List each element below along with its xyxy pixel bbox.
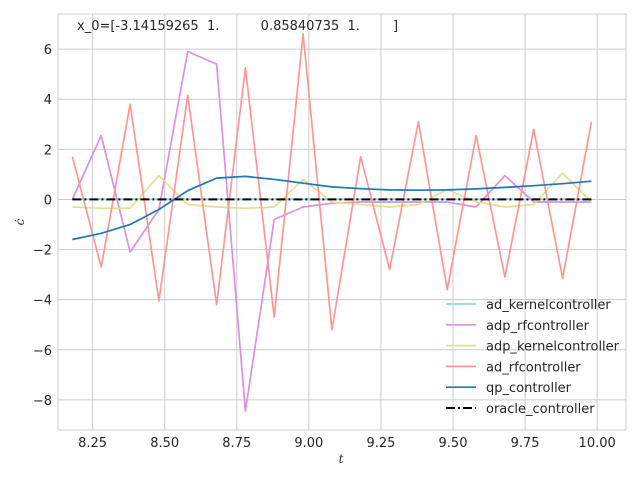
y-tick-label: −2 xyxy=(33,244,52,259)
x-tick-label: 8.50 xyxy=(150,436,179,451)
y-tick-label: 0 xyxy=(44,193,52,208)
y-tick-label: −4 xyxy=(33,294,52,309)
x-tick-label: 8.75 xyxy=(222,436,251,451)
x-tick-label: 9.25 xyxy=(366,436,395,451)
y-tick-label: 2 xyxy=(44,143,52,158)
ticks: 8.25 8.50 8.75 9.00 9.25 9.50 9.75 10.00 −8 −6 −4 −… xyxy=(33,43,616,451)
legend-label-adp-kernelcontroller: adp_kernelcontroller xyxy=(486,340,620,355)
x-tick-label: 9.75 xyxy=(511,436,540,451)
legend-label-qp-controller: qp_controller xyxy=(486,381,572,396)
legend-label-ad-rfcontroller: ad_rfcontroller xyxy=(486,360,581,375)
series-line-qp-controller xyxy=(72,175,592,241)
x-tick-label: 8.25 xyxy=(78,436,107,451)
series-line-ad-rfcontroller xyxy=(71,33,593,331)
y-axis-label: ċ xyxy=(13,218,27,225)
plot-area xyxy=(57,13,627,431)
y-tick-label: 6 xyxy=(44,43,52,58)
y-tick-label: −8 xyxy=(33,394,52,409)
legend: ad_kernelcontroller adp_rfcontroller adp_k… xyxy=(446,298,620,417)
x-tick-label: 9.50 xyxy=(439,436,468,451)
y-tick-label: −6 xyxy=(33,344,52,359)
x-tick-label: 10.00 xyxy=(579,436,616,451)
y-tick-label: 4 xyxy=(44,93,52,108)
legend-label-ad-kernelcontroller: ad_kernelcontroller xyxy=(486,298,611,313)
chart-title: x_0=[-3.14159265 1. 0.85840735 1. ] xyxy=(77,19,398,34)
legend-label-oracle-controller: oracle_controller xyxy=(486,402,595,417)
x-tick-label: 9.00 xyxy=(294,436,323,451)
series-line-adp-kernelcontroller xyxy=(72,172,593,210)
series-layer xyxy=(71,33,593,413)
x-axis-label: t xyxy=(339,452,344,466)
legend-label-adp-rfcontroller: adp_rfcontroller xyxy=(486,319,590,334)
